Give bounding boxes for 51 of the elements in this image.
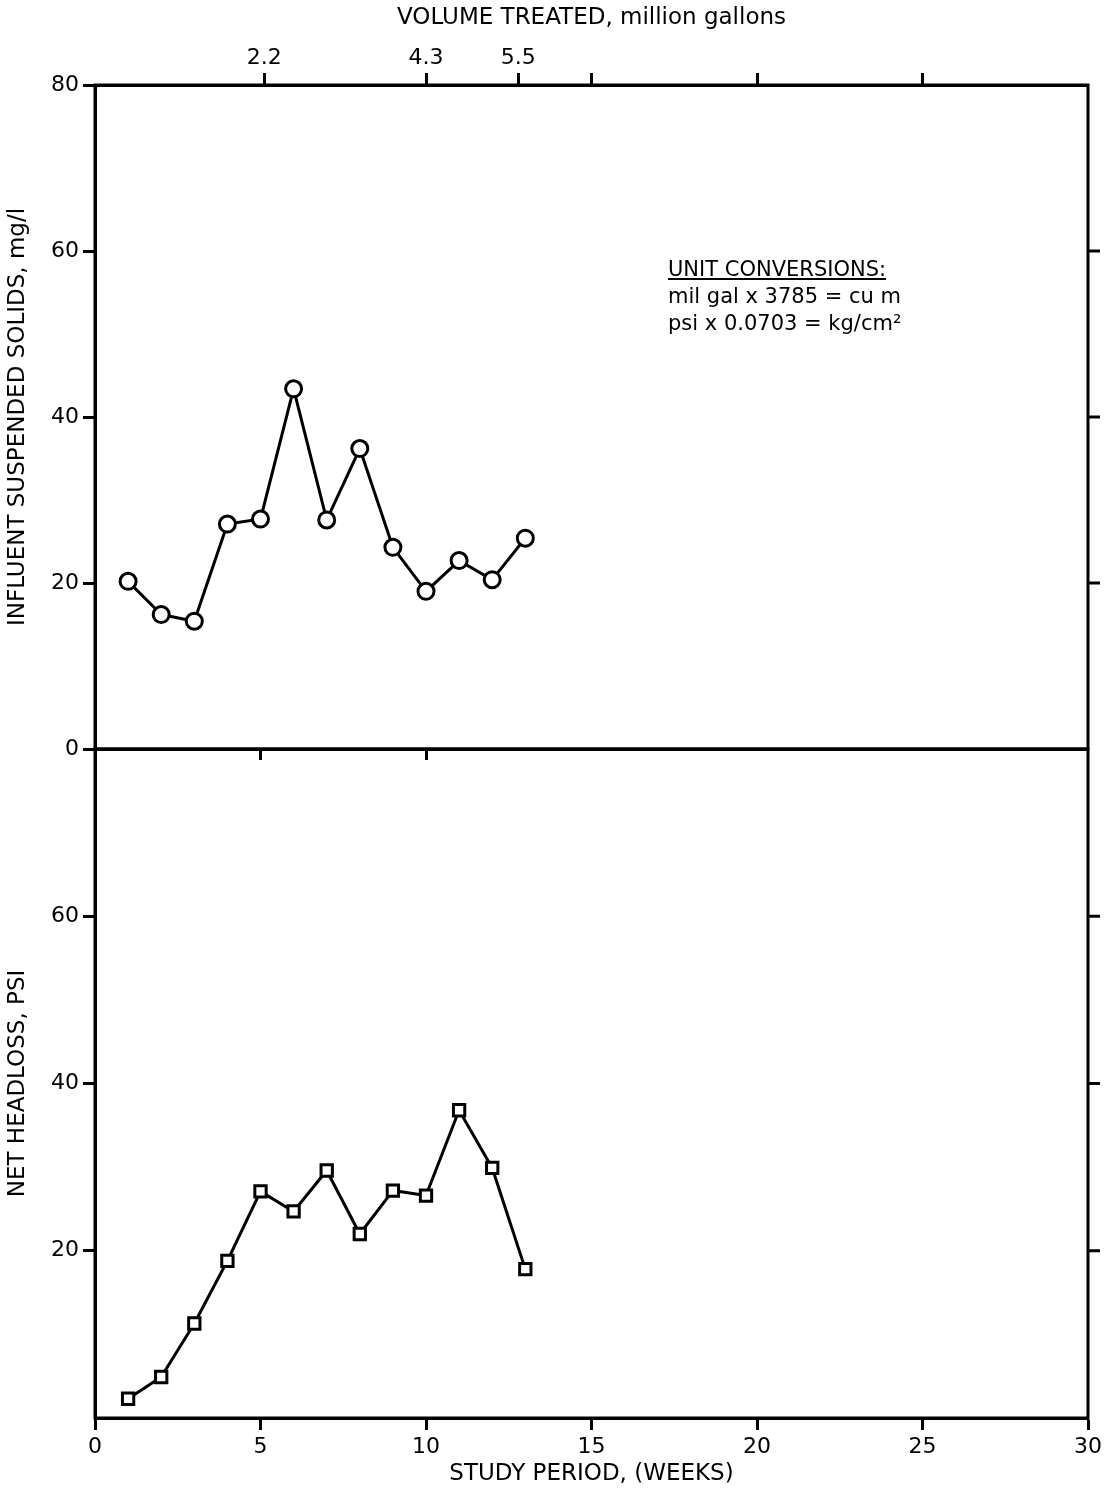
y-tick-label: 20 [51,568,79,594]
point [253,1184,268,1199]
point [120,1391,136,1406]
point [385,1183,401,1198]
point [317,510,337,530]
point [482,570,502,590]
point [284,379,304,399]
point [217,514,237,534]
point [449,551,469,571]
x-tick-label: 15 [577,1432,606,1458]
x-tick-label: 5 [253,1432,268,1458]
y-tick-label: 40 [51,1069,79,1095]
x2-axis-title: VOLUME TREATED, million gallons [396,2,787,29]
point [515,528,535,548]
point [352,1226,367,1242]
x2-tick-label: 2.2 [246,43,282,69]
x-tick-label: 30 [1074,1432,1102,1458]
y-tick-label: 20 [51,1236,79,1262]
point [485,1160,500,1176]
point [319,1163,334,1178]
point [184,611,204,631]
y-tick-label: 60 [51,236,79,262]
y-tick-label: 40 [51,402,79,428]
annotation: psi x 0.0703 = kg/cm² [668,310,902,337]
point [518,1261,533,1277]
x-tick-label: 10 [412,1432,440,1458]
point [350,439,370,459]
point [286,1204,301,1219]
y-axis-title: INFLUENT SUSPENDED SOLIDS, mg/l [2,207,29,627]
point [118,571,138,591]
point [383,537,403,557]
point [251,509,270,529]
annotation: mil gal x 3785 = cu m [668,283,902,310]
x-tick-label: 25 [908,1432,937,1458]
y-tick-label: 80 [51,70,79,96]
x-axis-title: STUDY PERIOD, (WEEKS) [449,1459,734,1486]
x-tick-label: 20 [743,1432,771,1458]
y-axis-title: NET HEADLOSS, PSI [2,969,29,1198]
annotation: UNIT CONVERSIONS: [668,256,888,283]
point [151,605,171,625]
point [187,1316,202,1331]
x2-tick-label: 5.5 [500,43,536,69]
x-tick-label: 0 [88,1432,102,1458]
y-tick-label: 0 [65,734,79,760]
point [220,1253,235,1268]
point [418,1188,434,1203]
point [154,1369,169,1385]
x2-tick-label: 4.3 [408,43,444,69]
point [451,1103,467,1118]
y-tick-label: 60 [51,901,79,927]
point [416,581,436,601]
